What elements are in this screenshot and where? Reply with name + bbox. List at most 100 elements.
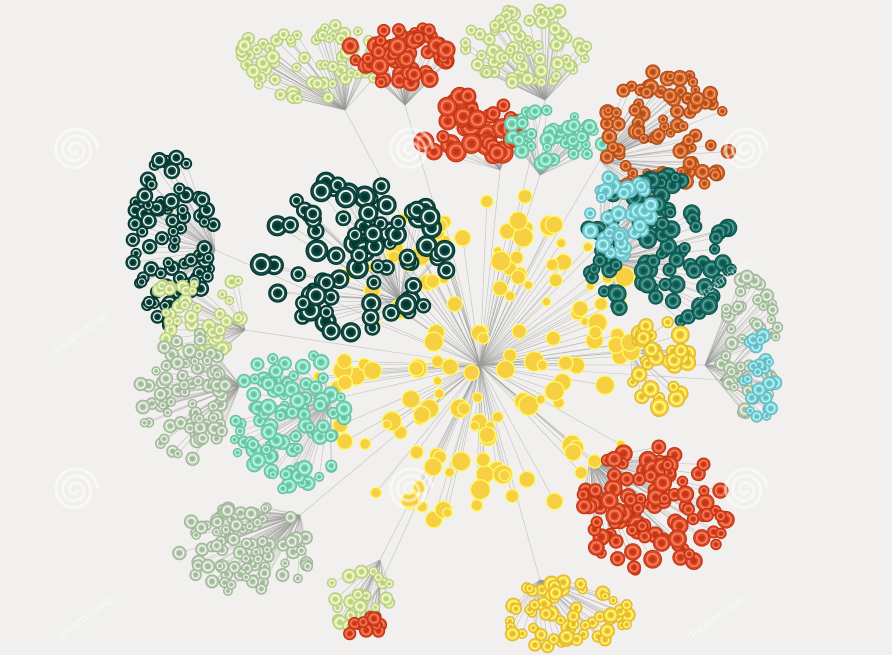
graph-node — [488, 144, 506, 162]
graph-node — [504, 626, 520, 642]
graph-node — [268, 363, 284, 379]
graph-node — [771, 332, 781, 342]
graph-node — [473, 28, 487, 41]
graph-edge — [544, 43, 580, 101]
graph-node — [606, 467, 622, 483]
graph-node — [240, 553, 251, 564]
graph-edge — [479, 364, 541, 400]
graph-node — [176, 369, 189, 382]
graph-node — [536, 359, 549, 372]
graph-node — [653, 473, 673, 493]
graph-node — [459, 87, 477, 105]
graph-node — [478, 426, 496, 444]
graph-node — [408, 360, 425, 377]
graph-node — [669, 171, 681, 183]
graph-node — [677, 120, 689, 132]
graph-edge — [479, 362, 566, 366]
graph-node — [709, 230, 723, 245]
graph-node — [621, 619, 632, 630]
graph-node — [515, 52, 525, 62]
graph-node — [595, 375, 615, 396]
graph-node — [507, 21, 522, 36]
graph-node — [179, 299, 191, 311]
graph-node — [312, 354, 330, 371]
graph-node — [689, 91, 705, 107]
graph-node — [662, 88, 678, 104]
graph-node — [638, 133, 649, 144]
graph-node — [376, 195, 397, 216]
graph-node — [751, 382, 767, 398]
graph-node — [411, 31, 425, 45]
graph-node — [665, 70, 676, 82]
graph-node — [606, 141, 619, 154]
graph-node — [388, 36, 407, 56]
graph-edge — [393, 256, 481, 366]
graph-node — [658, 114, 669, 125]
graph-node — [249, 452, 267, 469]
graph-node — [161, 308, 171, 318]
graph-node — [283, 510, 297, 524]
graph-node — [279, 468, 293, 481]
graph-node — [732, 300, 745, 313]
graph-node — [696, 457, 711, 472]
graph-node — [140, 212, 157, 230]
graph-node — [495, 359, 516, 380]
graph-edge — [433, 151, 501, 171]
graph-node — [277, 28, 290, 41]
graph-node — [172, 545, 187, 561]
graph-node — [361, 52, 374, 65]
graph-node — [446, 295, 463, 313]
graph-node — [539, 607, 553, 621]
graph-edge — [318, 36, 346, 111]
graph-node — [292, 93, 303, 104]
graph-node — [398, 248, 417, 267]
graph-edge — [427, 282, 481, 366]
graph-node — [510, 269, 527, 286]
graph-node — [205, 574, 219, 589]
graph-node — [268, 73, 281, 86]
graph-edge — [479, 332, 596, 366]
graph-node — [555, 237, 567, 249]
graph-edge — [296, 35, 346, 111]
graph-node — [180, 157, 193, 170]
graph-node — [499, 52, 510, 64]
graph-edge — [479, 364, 528, 480]
graph-node — [211, 527, 221, 537]
graph-node — [636, 520, 649, 533]
graph-node — [545, 492, 564, 511]
graph-node — [176, 203, 189, 216]
graph-node — [600, 116, 614, 131]
graph-edge — [479, 364, 582, 473]
graph-node — [498, 469, 511, 482]
graph-node — [537, 152, 554, 168]
graph-node — [467, 109, 488, 130]
graph-node — [194, 191, 211, 208]
graph-node — [541, 104, 553, 116]
graph-node — [335, 400, 353, 418]
graph-node — [714, 509, 727, 523]
graph-node — [564, 443, 583, 462]
graph-node — [227, 560, 241, 574]
graph-node — [254, 80, 264, 90]
graph-node — [336, 353, 353, 370]
graph-node — [715, 527, 727, 540]
graph-edge — [494, 71, 546, 101]
graph-node — [536, 77, 547, 88]
watermark-text: dreamstime — [684, 594, 746, 643]
graph-node — [520, 71, 535, 86]
graph-edge — [704, 279, 742, 366]
graph-node — [758, 301, 768, 311]
graph-edge — [599, 159, 690, 164]
graph-node — [246, 386, 262, 402]
graph-node — [193, 333, 207, 347]
graph-node — [198, 216, 211, 228]
graph-node — [534, 63, 549, 78]
graph-edge — [479, 250, 499, 366]
graph-node — [281, 216, 299, 234]
graph-node — [508, 211, 529, 231]
graph-node — [750, 410, 763, 423]
graph-node — [280, 558, 290, 568]
graph-node — [277, 482, 289, 495]
graph-node — [170, 334, 183, 348]
